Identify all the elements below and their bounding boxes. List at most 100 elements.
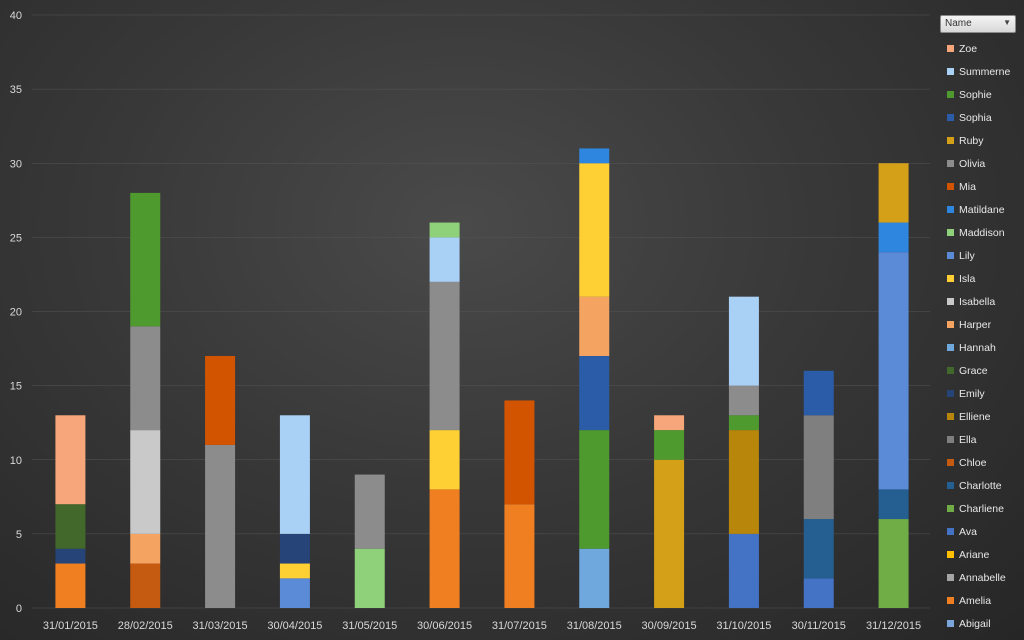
y-tick-label: 30 <box>10 158 22 170</box>
bar-segment-sophia[interactable] <box>803 370 834 416</box>
legend-item-charliene[interactable]: Charliene <box>940 497 1020 520</box>
legend-item-amelia[interactable]: Amelia <box>940 589 1020 612</box>
legend-label: Hannah <box>959 341 996 354</box>
legend-item-lily[interactable]: Lily <box>940 244 1020 267</box>
bar-segment-amelia[interactable] <box>504 504 535 608</box>
legend-label: Emily <box>959 387 985 400</box>
legend-item-emily[interactable]: Emily <box>940 382 1020 405</box>
legend-swatch <box>947 252 954 259</box>
bar-segment-sophia[interactable] <box>579 355 610 431</box>
bar-segment-harper[interactable] <box>130 533 161 564</box>
legend-item-sophia[interactable]: Sophia <box>940 106 1020 129</box>
legend-item-mia[interactable]: Mia <box>940 175 1020 198</box>
bar-segment-olivia[interactable] <box>429 281 460 431</box>
bar-segment-olivia[interactable] <box>205 444 236 608</box>
bar-segment-zoe[interactable] <box>654 415 685 431</box>
y-tick-label: 10 <box>10 455 22 467</box>
legend-item-isla[interactable]: Isla <box>940 267 1020 290</box>
grid-lines <box>32 14 930 609</box>
bar-segment-mia[interactable] <box>205 355 236 445</box>
bar-segment-ruby[interactable] <box>878 163 909 223</box>
legend-item-maddison[interactable]: Maddison <box>940 221 1020 244</box>
legend-item-isabella[interactable]: Isabella <box>940 290 1020 313</box>
bar-segment-grace[interactable] <box>55 504 86 549</box>
legend-label: Ariane <box>959 548 990 561</box>
legend-item-elliene[interactable]: Elliene <box>940 405 1020 428</box>
chevron-down-icon[interactable]: ▼ <box>1003 18 1011 27</box>
x-tick-label: 30/06/2015 <box>417 620 472 632</box>
bar-segment-ella[interactable] <box>803 415 834 520</box>
legend-item-harper[interactable]: Harper <box>940 313 1020 336</box>
bar-segment-emily[interactable] <box>55 548 86 564</box>
bar-segment-sophie[interactable] <box>130 192 161 327</box>
bar-segment-chloe[interactable] <box>130 563 161 608</box>
legend-label: Lily <box>959 249 975 262</box>
x-tick-label: 30/04/2015 <box>267 620 322 632</box>
bar-segment-sophie[interactable] <box>654 430 685 460</box>
bar-segment-summerne[interactable] <box>728 296 759 386</box>
legend-label: Ella <box>959 433 977 446</box>
bar-segment-isla[interactable] <box>579 163 610 297</box>
bar-segment-isla[interactable] <box>429 430 460 490</box>
legend-item-summerne[interactable]: Summerne <box>940 60 1020 83</box>
bar-segment-summerne[interactable] <box>279 415 310 534</box>
bar-segment-ava[interactable] <box>728 533 759 608</box>
legend-item-ruby[interactable]: Ruby <box>940 129 1020 152</box>
legend-item-hannah[interactable]: Hannah <box>940 336 1020 359</box>
legend-label: Abigail <box>959 617 991 630</box>
legend-item-ariane[interactable]: Ariane <box>940 543 1020 566</box>
legend-item-sophie[interactable]: Sophie <box>940 83 1020 106</box>
bar-segment-olivia[interactable] <box>130 326 161 431</box>
x-tick-label: 31/01/2015 <box>43 620 98 632</box>
legend-swatch <box>947 551 954 558</box>
y-axis: 0 5 10 15 20 25 30 35 40 <box>10 10 22 615</box>
legend-item-matildane[interactable]: Matildane <box>940 198 1020 221</box>
bar-segment-charlotte[interactable] <box>803 519 834 579</box>
bar-segment-maddison[interactable] <box>429 222 460 238</box>
bar-segment-emily[interactable] <box>279 533 310 564</box>
x-tick-label: 31/08/2015 <box>567 620 622 632</box>
bar-segment-lily[interactable] <box>878 252 909 490</box>
bar-segment-maddison[interactable] <box>354 548 385 608</box>
bar-segment-charliene[interactable] <box>878 519 909 608</box>
legend-item-zoe[interactable]: Zoe <box>940 37 1020 60</box>
legend-item-grace[interactable]: Grace <box>940 359 1020 382</box>
legend-swatch <box>947 505 954 512</box>
legend-swatch <box>947 229 954 236</box>
legend-item-charlotte[interactable]: Charlotte <box>940 474 1020 497</box>
bar-segment-summerne[interactable] <box>429 237 460 282</box>
legend-label: Elliene <box>959 410 991 423</box>
bar-segment-amelia[interactable] <box>55 563 86 608</box>
legend-item-ella[interactable]: Ella <box>940 428 1020 451</box>
bar-segment-zoe[interactable] <box>55 415 86 505</box>
name-filter-dropdown[interactable]: Name ▼ <box>940 15 1016 33</box>
bar-segment-hannah[interactable] <box>579 548 610 608</box>
bar-segment-ruby[interactable] <box>654 459 685 608</box>
legend-item-abigail[interactable]: Abigail <box>940 612 1020 635</box>
y-tick-label: 40 <box>10 10 22 22</box>
legend-label: Matildane <box>959 203 1005 216</box>
bar-segment-mia[interactable] <box>504 400 535 505</box>
bar-segment-lily[interactable] <box>279 578 310 608</box>
bar-segment-amelia[interactable] <box>429 489 460 608</box>
bar-segment-olivia[interactable] <box>728 385 759 416</box>
legend-item-annabelle[interactable]: Annabelle <box>940 566 1020 589</box>
bar-segment-elliene[interactable] <box>728 430 759 534</box>
legend-item-olivia[interactable]: Olivia <box>940 152 1020 175</box>
legend-label: Ruby <box>959 134 984 147</box>
bar-segment-isla[interactable] <box>279 563 310 579</box>
bar-segment-isabella[interactable] <box>130 430 161 534</box>
bar-segment-harper[interactable] <box>579 296 610 356</box>
bar-segment-matildane[interactable] <box>579 148 610 164</box>
legend-item-ava[interactable]: Ava <box>940 520 1020 543</box>
x-axis: 31/01/2015 28/02/2015 31/03/2015 30/04/2015… <box>43 620 921 632</box>
bar-segment-matildane[interactable] <box>878 222 909 253</box>
bar-segment-ava[interactable] <box>803 578 834 608</box>
bar-segment-charlotte[interactable] <box>878 489 909 520</box>
legend-item-chloe[interactable]: Chloe <box>940 451 1020 474</box>
bar-segment-sophie[interactable] <box>579 430 610 549</box>
bar-segment-olivia[interactable] <box>354 474 385 549</box>
bar-segment-sophie[interactable] <box>728 415 759 431</box>
y-tick-label: 15 <box>10 381 22 393</box>
